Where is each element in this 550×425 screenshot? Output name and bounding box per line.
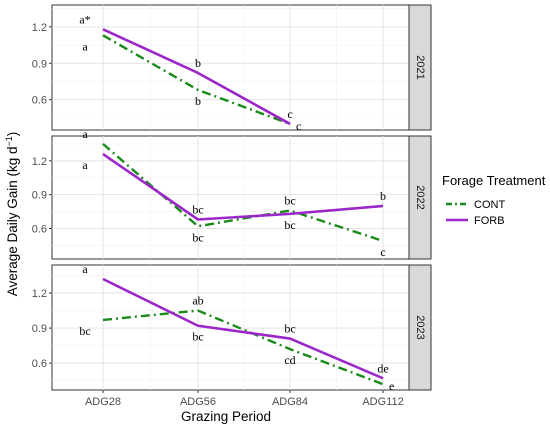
significance-letter-cont: b (195, 94, 201, 108)
significance-letter-forb: bc (192, 330, 203, 344)
facet-strip (408, 4, 432, 131)
y-tick-label: 1.2 (32, 156, 47, 168)
significance-letter-forb: a (82, 262, 88, 276)
panel-background (51, 264, 410, 391)
x-tick-label: ADG112 (362, 396, 403, 408)
significance-letter-cont: c (287, 107, 292, 121)
significance-letter-forb: c (296, 119, 301, 133)
significance-letter-cont: a (82, 127, 88, 141)
series-line-forb-2021 (102, 28, 291, 126)
significance-letter-cont: bc (192, 230, 203, 244)
significance-letter-cont: bc (79, 324, 90, 338)
significance-letter-cont: ab (192, 294, 203, 308)
significance-letter-cont: cd (284, 353, 295, 367)
x-tick-label: ADG56 (180, 396, 216, 408)
significance-letter-forb: de (377, 361, 388, 375)
significance-letter-forb: bc (284, 322, 295, 336)
panel-background (51, 135, 410, 260)
legend-title: Forage Treatment (442, 173, 546, 188)
y-tick-label: 0.9 (32, 323, 47, 335)
y-axis-title-close: ) (5, 132, 20, 137)
facet-strip (408, 135, 432, 260)
facet-strip-label: 2023 (414, 315, 426, 339)
significance-letter-cont: a (82, 39, 88, 53)
facet-strip (408, 264, 432, 391)
significance-letter-forb: a* (79, 12, 90, 26)
y-axis-title-exponent: −1 (4, 136, 14, 146)
legend-label-forb: FORB (474, 215, 505, 227)
y-tick-label: 0.6 (32, 358, 47, 370)
y-axis-title-main: Average Daily Gain (kg d (5, 146, 20, 296)
significance-letter-cont: c (380, 245, 385, 259)
facet-strip-label: 2022 (414, 185, 426, 209)
y-tick-label: 0.6 (32, 224, 47, 236)
x-tick-label: ADG28 (85, 396, 121, 408)
series-line-forb-2023 (102, 277, 384, 380)
series-line-cont-2021 (102, 34, 291, 126)
x-axis-title: Grazing Period (181, 409, 271, 424)
significance-letter-forb: b (195, 56, 201, 70)
significance-letter-forb: bc (284, 218, 295, 232)
legend-label-cont: CONT (474, 199, 505, 211)
panel-2022: 0.6 0.9 1.2 a bc bc c a bc bc b 2022 (32, 127, 432, 260)
y-tick-label: 0.9 (32, 58, 47, 70)
series-line-cont-2022 (102, 142, 384, 243)
y-tick-label: 1.2 (32, 288, 47, 300)
series-line-forb-2022 (102, 152, 384, 221)
y-tick-label: 0.6 (32, 95, 47, 107)
significance-letter-cont: bc (284, 193, 295, 207)
y-axis-title: Average Daily Gain (kg d−1) (4, 132, 20, 297)
significance-letter-forb: bc (192, 203, 203, 217)
panel-2021: 0.6 0.9 1.2 a b c a* b c 2021 (32, 4, 432, 133)
significance-letter-forb: a (82, 158, 88, 172)
significance-letter-cont: e (389, 379, 394, 393)
x-tick-label: ADG84 (272, 396, 308, 408)
y-tick-label: 0.9 (32, 190, 47, 202)
significance-letter-forb: b (380, 189, 386, 203)
legend: Forage Treatment CONT FORB (442, 173, 546, 227)
panels-layer: 0.60.91.2abca*bc20210.60.91.2abcbccabcbc… (32, 4, 432, 408)
legend-items: CONT FORB (446, 199, 505, 227)
panel-background (51, 4, 410, 131)
y-tick-label: 1.2 (32, 22, 47, 34)
facet-strip-label: 2021 (414, 55, 426, 79)
panel-2023: 0.6 0.9 1.2 bc ab cd e a bc bc de 2023 (32, 262, 432, 393)
